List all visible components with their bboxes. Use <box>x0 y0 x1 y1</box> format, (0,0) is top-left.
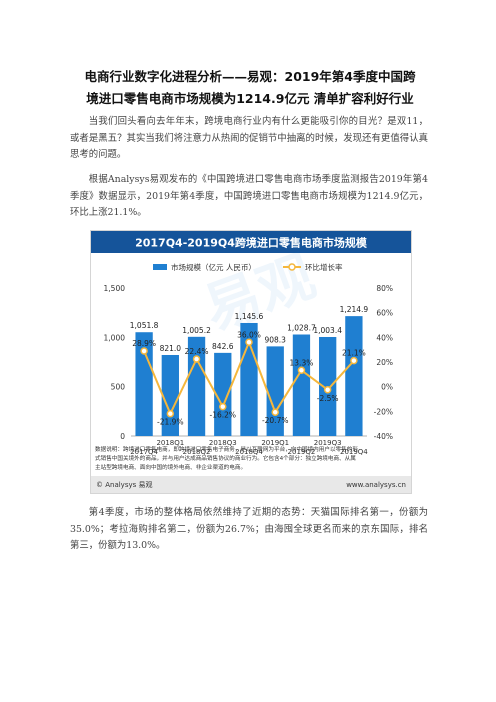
x-tick-label: 2019Q2 <box>288 448 316 456</box>
growth-point <box>271 408 279 416</box>
bar <box>266 346 284 436</box>
bar-value-label: 842.6 <box>212 342 234 351</box>
growth-point <box>140 347 148 355</box>
bar <box>135 332 153 436</box>
y-right-tick-label: -20% <box>374 407 393 416</box>
y-right-tick-label: 20% <box>376 358 393 367</box>
growth-point <box>166 409 175 418</box>
bar-value-label: 1,051.8 <box>130 321 159 330</box>
legend-line-label: 环比增长率 <box>305 262 343 272</box>
y-left-tick-label: 500 <box>111 383 126 392</box>
growth-value-label: 21.1% <box>342 349 366 358</box>
x-tick-label: 2018Q1 <box>156 439 184 447</box>
chart-source-bar <box>91 476 411 493</box>
chart-title-banner <box>91 231 411 253</box>
x-tick-label: 2017Q4 <box>130 448 158 456</box>
chart-source: © Analysys 易观 <box>96 481 153 489</box>
x-tick-label: 2019Q1 <box>261 439 289 447</box>
x-tick-label: 2018Q2 <box>183 448 211 456</box>
chart-note-line-2: 式销售中国关境外的商品，并与用户达成商品销售协议的商业行为。它包含4个部分：独立… <box>95 454 356 462</box>
growth-value-label: -16.2% <box>210 411 237 420</box>
chart-note-line-3: 主站型跨境电商、面向中国的境外电商、非企业渠道的电商。 <box>95 463 246 471</box>
bar-value-label: 1,003.4 <box>313 326 342 335</box>
x-tick-label: 2018Q3 <box>209 439 237 447</box>
y-left-tick-label: 1,000 <box>104 333 126 342</box>
paragraph-ranking: 第4季度，市场的整体格局依然维持了近期的态势：天猫国际排名第一，份额为35.0%… <box>70 507 428 551</box>
growth-point <box>297 366 306 375</box>
bar-value-label: 1,145.6 <box>235 312 264 321</box>
growth-point <box>245 338 253 347</box>
bar-value-label: 1,214.9 <box>340 305 369 314</box>
paragraph-intro: 当我们回头看向去年年末，跨境电商行业内有什么更能吸引你的目光？是双11，或者是黑… <box>70 116 428 160</box>
growth-value-label: 13.3% <box>290 358 314 367</box>
growth-value-label: -21.9% <box>157 418 184 427</box>
market-size-chart: 2017Q4-2019Q4跨境进口零售电商市场规模 易观 市场规模（亿元 人民币… <box>91 231 411 493</box>
bar-value-label: 908.3 <box>264 335 286 344</box>
title-line-1: 电商行业数字化进程分析——易观：2019年第4季度中国跨 <box>84 69 416 84</box>
paragraph-report: 根据Analysys易观发布的《中国跨境进口零售电商市场季度监测报告2019年第… <box>70 174 428 218</box>
growth-point <box>323 386 332 394</box>
bar <box>187 336 206 436</box>
chart-bars <box>135 316 363 436</box>
bar <box>292 334 311 436</box>
chart-note: 数据说明：跨境进口零售电商，即跨境进口零售电子商务，是以互联网为平台，向中国境内… <box>95 445 358 471</box>
legend-bar-label: 市场规模（亿元 人民币） <box>171 262 256 272</box>
y-right-tick-label: 40% <box>376 333 393 342</box>
growth-value-label: 36.0% <box>237 330 261 339</box>
title-line-2: 境进口零售电商市场规模为1214.9亿元 清单扩容利好行业 <box>86 91 414 106</box>
chart-note-line-1: 数据说明：跨境进口零售电商，即跨境进口零售电子商务，是以互联网为平台，向中国境内… <box>95 445 358 453</box>
chart-axes: 0 500 1,000 1,500 -40% -20% 0% 20% 40% 60% 80% 2018… <box>104 284 393 456</box>
chart-figure: 2017Q4-2019Q4跨境进口零售电商市场规模 易观 市场规模（亿元 人民币… <box>90 230 412 494</box>
growth-value-label: 28.9% <box>132 339 156 348</box>
y-left-tick-label: 1,500 <box>104 284 126 293</box>
growth-value-label: 22.4% <box>185 347 209 356</box>
bar <box>345 316 363 436</box>
legend-bar-swatch <box>153 264 167 270</box>
chart-legend: 市场规模（亿元 人民币） 环比增长率 <box>153 262 343 272</box>
x-tick-label: 2019Q4 <box>340 448 368 456</box>
growth-value-label: -2.5% <box>317 394 339 403</box>
y-right-tick-label: 60% <box>376 309 393 318</box>
growth-value-label: -20.7% <box>262 416 289 425</box>
growth-point <box>192 355 201 363</box>
chart-title: 2017Q4-2019Q4跨境进口零售电商市场规模 <box>135 236 368 250</box>
chart-growth-line <box>140 338 358 418</box>
x-tick-label: 2019Q3 <box>314 439 342 447</box>
chart-website: www.analysys.cn <box>346 481 406 489</box>
y-right-tick-label: 80% <box>376 284 393 293</box>
y-right-tick-label: -40% <box>374 432 393 441</box>
bar-value-label: 821.0 <box>160 344 182 353</box>
bar-value-label: 1,028.7 <box>287 324 316 333</box>
bar <box>214 352 232 436</box>
bar-value-label: 1,005.2 <box>182 326 211 335</box>
growth-point <box>350 356 358 365</box>
legend-line-marker <box>288 263 296 271</box>
x-tick-label: 2018Q4 <box>235 448 263 456</box>
y-left-tick-label: 0 <box>120 432 125 441</box>
article-title: 电商行业数字化进程分析——易观：2019年第4季度中国跨 境进口零售电商市场规模… <box>70 66 430 110</box>
bar <box>161 354 179 436</box>
growth-point <box>219 402 227 411</box>
y-right-tick-label: 0% <box>381 383 393 392</box>
